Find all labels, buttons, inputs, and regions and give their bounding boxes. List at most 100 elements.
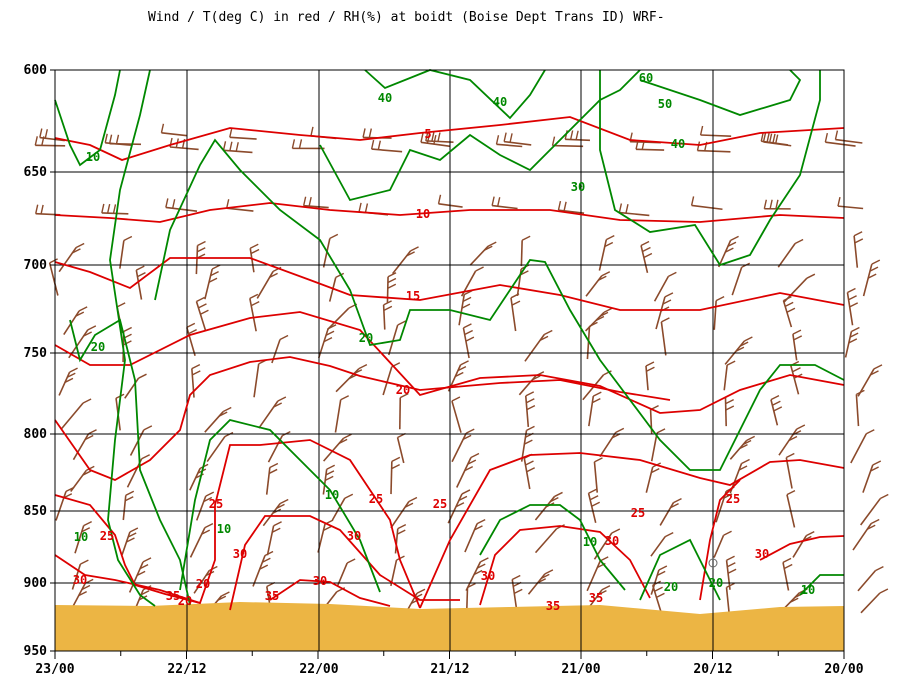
wind-barb-flag: [851, 326, 860, 333]
wind-barb: [458, 294, 465, 326]
wind-barb: [850, 433, 867, 464]
wind-barb-flag: [544, 569, 554, 575]
wind-barb: [713, 534, 725, 558]
wind-barb-flag: [794, 238, 804, 245]
wind-barb-flag: [273, 521, 282, 527]
wind-barb-flag: [124, 496, 134, 502]
wind-barb: [792, 333, 798, 361]
wind-barb-flag: [806, 273, 816, 279]
wind-barb: [650, 536, 666, 557]
rh-contour-label: 10: [583, 535, 597, 549]
wind-barb-flag: [526, 425, 535, 432]
wind-barb-flag: [605, 235, 615, 241]
wind-barb-flag: [739, 444, 748, 450]
wind-barb: [223, 149, 253, 154]
wind-barb-flag: [474, 525, 483, 531]
wind-barb-flag: [83, 331, 92, 337]
wind-barb-flag: [470, 452, 480, 459]
wind-barb-flag: [772, 400, 781, 406]
wind-barb: [651, 585, 663, 613]
wind-barb-flag: [772, 133, 776, 143]
wind-barb: [650, 569, 660, 595]
wind-barb-flag: [112, 204, 117, 214]
wind-barb-flag: [396, 555, 405, 561]
wind-barb-flag: [645, 361, 655, 367]
wind-barb-flag: [262, 557, 271, 563]
wind-barb: [331, 497, 346, 521]
wind-barb-flag: [467, 459, 477, 465]
wind-barb-flag: [323, 525, 332, 531]
wind-barb: [322, 469, 328, 495]
wind-barb-flag: [598, 275, 607, 281]
rh-contour-label: 10: [325, 488, 339, 502]
wind-barb-flag: [387, 272, 397, 278]
wind-barb: [586, 326, 591, 360]
wind-barb-flag: [75, 311, 85, 317]
wind-barb: [48, 262, 59, 296]
wind-barb-flag: [856, 389, 865, 396]
wind-barb-flag: [735, 346, 745, 352]
temperature-contour: [759, 535, 845, 561]
wind-barb: [846, 292, 854, 326]
wind-barb-flag: [125, 490, 135, 496]
wind-barb-flag: [249, 293, 259, 300]
temperature-contour-label: 30: [313, 574, 327, 588]
wind-barb: [189, 468, 201, 491]
wind-barb: [122, 495, 127, 521]
wind-barb: [636, 148, 665, 151]
wind-barb: [724, 397, 727, 427]
wind-barb: [527, 573, 546, 595]
wind-barb: [135, 269, 143, 300]
wind-barb-flag: [503, 132, 507, 142]
wind-barb-flag: [763, 199, 768, 209]
y-tick-label: 750: [24, 346, 48, 361]
wind-barb-flag: [200, 309, 209, 315]
wind-barb-flag: [462, 434, 472, 441]
temperature-contour-label: 20: [396, 383, 410, 397]
wind-barb: [195, 301, 207, 331]
temperature-contour-label: 30: [347, 529, 361, 543]
wind-barb-flag: [726, 360, 736, 366]
wind-barb-flag: [437, 132, 441, 142]
wind-barb-flag: [106, 203, 111, 214]
wind-barb-flag: [198, 303, 207, 309]
y-tick-label: 700: [24, 258, 48, 273]
wind-barb-flag: [664, 531, 674, 538]
wind-barb-flag: [730, 235, 739, 241]
wind-barb: [258, 400, 279, 429]
wind-barb: [390, 461, 393, 495]
wind-barb-flag: [410, 598, 420, 604]
wind-barb-flag: [539, 335, 549, 342]
wind-barb-flag: [509, 133, 513, 143]
wind-barb: [252, 555, 266, 587]
wind-barb-flag: [727, 568, 737, 574]
wind-barb-flag: [615, 427, 625, 433]
wind-barb-flag: [475, 266, 484, 272]
wind-barb-flag: [310, 126, 314, 137]
wind-barb: [660, 321, 667, 356]
wind-barb-flag: [463, 323, 472, 329]
wind-barb-flag: [425, 131, 429, 142]
wind-barb-flag: [598, 589, 607, 596]
wind-barb-flag: [362, 128, 366, 138]
wind-barb-flag: [873, 364, 883, 370]
wind-barb-flag: [138, 373, 147, 379]
wind-barb-flag: [641, 140, 645, 150]
wind-barb-flag: [837, 196, 841, 207]
rh-contour-label: 10: [74, 530, 88, 544]
wind-barb: [725, 560, 731, 590]
rh-contour-label: 40: [493, 95, 507, 109]
wind-barb: [128, 561, 144, 593]
wind-barb: [124, 377, 140, 399]
y-tick-label: 650: [24, 165, 48, 180]
wind-barb-flag: [273, 402, 283, 408]
wind-barb-flag: [739, 341, 749, 347]
wind-barb-flag: [557, 200, 562, 211]
wind-barb: [71, 563, 82, 590]
wind-barb-flag: [824, 133, 829, 143]
wind-barb: [785, 457, 793, 489]
wind-barb-flag: [41, 136, 45, 146]
wind-barb-flag: [126, 537, 135, 543]
wind-barb-flag: [661, 317, 670, 323]
wind-barb-flag: [116, 302, 126, 308]
